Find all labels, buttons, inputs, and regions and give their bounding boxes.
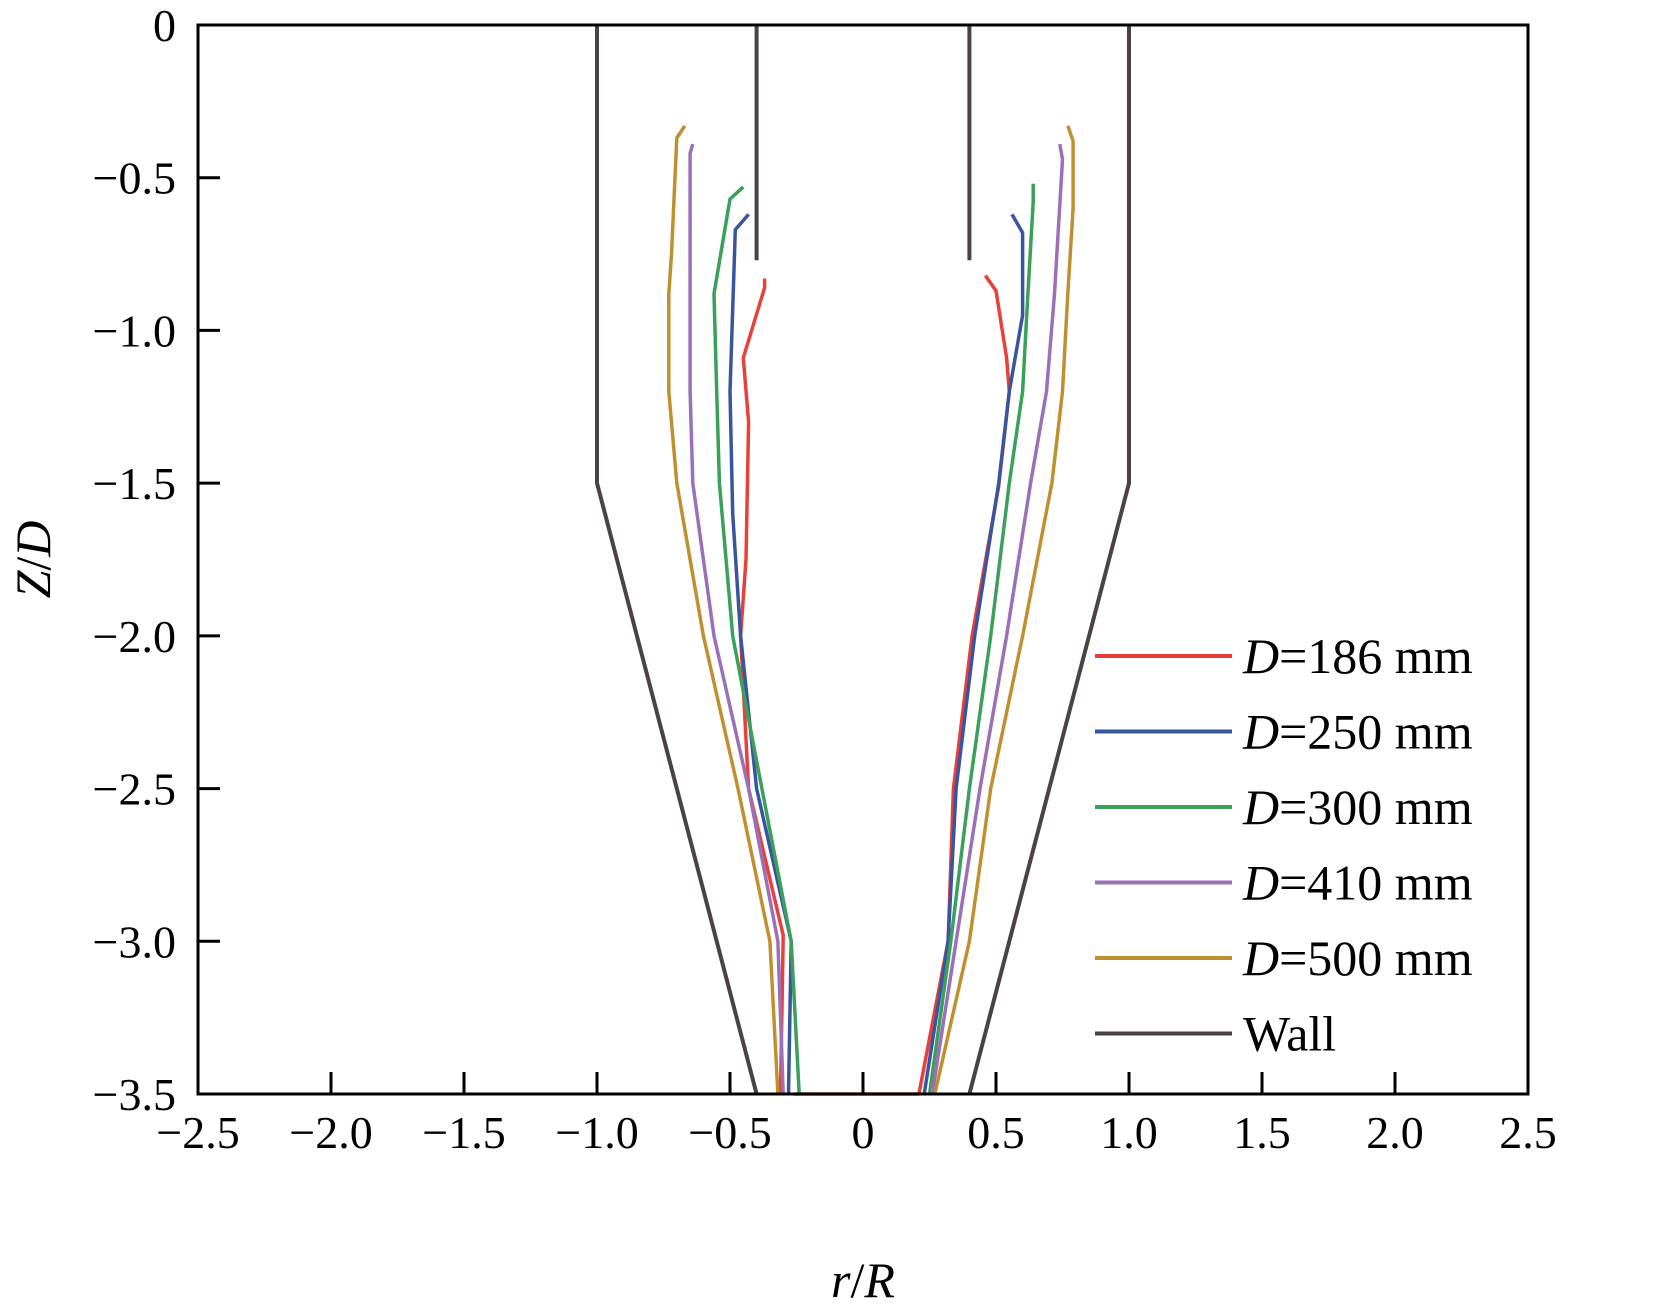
y-tick-label: −1.5 [93, 458, 176, 509]
x-axis-label-part2: R [863, 1252, 895, 1308]
y-tick-label: −2.5 [93, 764, 176, 815]
legend-label-0: D=186 mm [1242, 628, 1473, 684]
series-line-4-seg-0 [667, 124, 780, 1095]
series-line-0-seg-0 [738, 278, 785, 1095]
x-tick-label: 1.5 [1233, 1107, 1291, 1158]
legend-label-italic: D [1242, 779, 1279, 835]
series-line-5-seg-0 [595, 25, 759, 1095]
x-tick-label: 0 [852, 1107, 875, 1158]
legend-label-text: =250 mm [1279, 704, 1473, 760]
series-line-4-seg-1 [933, 125, 1075, 1095]
legend-label-italic: D [1242, 628, 1279, 684]
series-line-2-seg-0 [712, 185, 801, 1095]
y-tick-label: −0.5 [93, 153, 176, 204]
legend-label-1: D=250 mm [1242, 704, 1473, 760]
x-axis-label: r/R [831, 1252, 895, 1308]
legend-label-2: D=300 mm [1242, 779, 1473, 835]
legend: D=186 mmD=250 mmD=300 mmD=410 mmD=500 mm… [1095, 628, 1473, 1062]
series-line-3-seg-0 [688, 143, 785, 1095]
legend-label-italic: D [1242, 855, 1279, 911]
y-axis-label-part2: D [5, 521, 61, 558]
legend-label-text: =186 mm [1279, 628, 1473, 684]
y-axis-label-part1: Z [5, 569, 61, 598]
x-tick-label: 0.5 [967, 1107, 1025, 1158]
y-axis-label-sep: / [5, 557, 61, 571]
x-tick-label: −1.0 [555, 1107, 638, 1158]
legend-label-5: Wall [1243, 1006, 1336, 1062]
legend-label-italic: D [1242, 930, 1279, 986]
y-tick-label: −1.0 [93, 305, 176, 356]
series-line-1-seg-1 [922, 213, 1025, 1095]
x-axis-ticks: −2.5 −2.0 −1.5 −1.0 −0.5 0 0.5 1.0 1.5 2.0 2.5 [156, 1072, 1557, 1158]
series-line-5-seg-1 [967, 25, 1131, 1095]
legend-label-3: D=410 mm [1242, 855, 1473, 911]
y-tick-label: 0 [153, 0, 176, 51]
legend-label-text: =410 mm [1279, 855, 1473, 911]
x-tick-label: 2.0 [1366, 1107, 1424, 1158]
x-tick-label: −0.5 [688, 1107, 771, 1158]
y-axis-ticks: 0 −0.5 −1.0 −1.5 −2.0 −2.5 −3.0 −3.5 [93, 0, 220, 1120]
y-tick-label: −3.0 [93, 916, 176, 967]
x-tick-label: −2.5 [156, 1107, 239, 1158]
x-tick-label: −1.5 [422, 1107, 505, 1158]
legend-label-4: D=500 mm [1242, 930, 1473, 986]
legend-label-text: Wall [1243, 1006, 1336, 1062]
x-tick-label: 2.5 [1499, 1107, 1557, 1158]
legend-label-text: =500 mm [1279, 930, 1473, 986]
x-tick-label: 1.0 [1100, 1107, 1158, 1158]
x-tick-label: −2.0 [289, 1107, 372, 1158]
series-line-2-seg-1 [927, 183, 1035, 1095]
y-tick-label: −2.0 [93, 611, 176, 662]
x-axis-label-part1: r [831, 1252, 851, 1308]
series-line-3-seg-1 [930, 143, 1065, 1095]
y-axis-label: Z/D [5, 521, 61, 599]
legend-label-text: =300 mm [1279, 779, 1473, 835]
x-axis-label-sep: / [851, 1252, 865, 1308]
legend-label-italic: D [1242, 704, 1279, 760]
y-tick-label: −3.5 [93, 1069, 176, 1120]
